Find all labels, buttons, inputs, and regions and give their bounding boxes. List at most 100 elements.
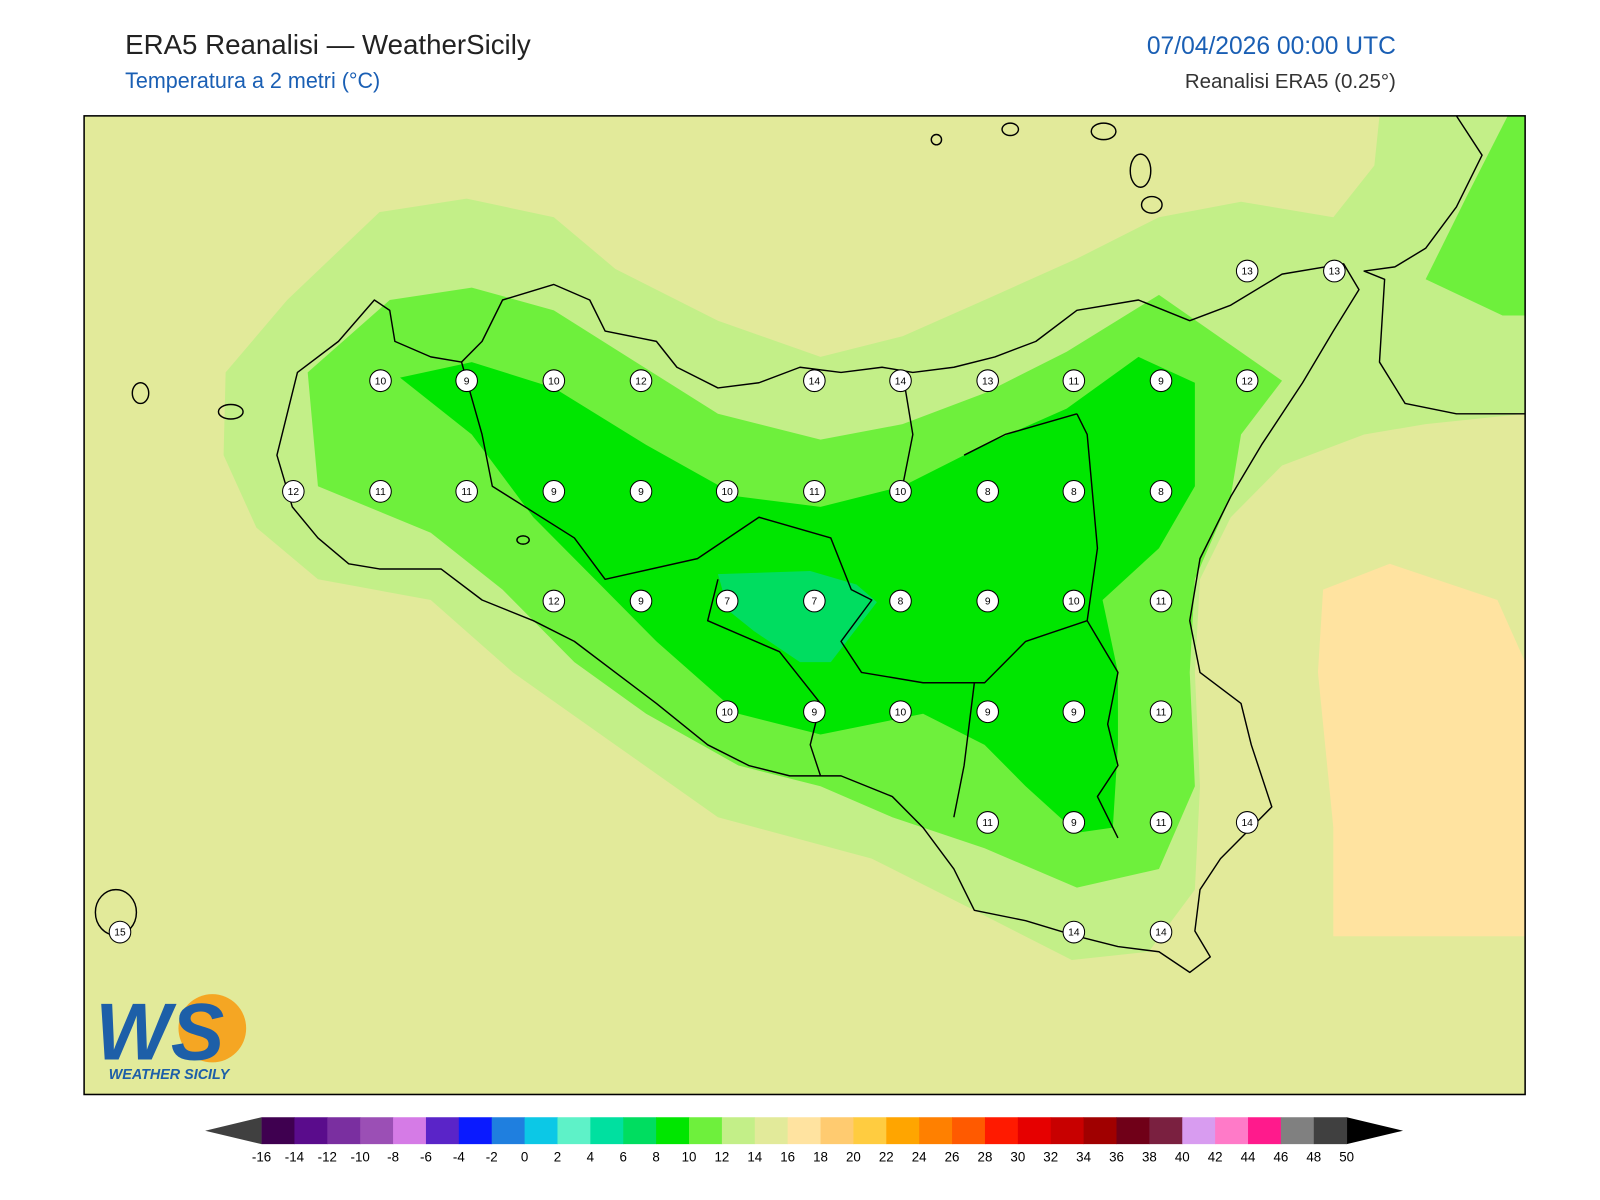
coastline [1363, 115, 1526, 415]
station-marker [369, 480, 392, 503]
colorbar-tick-label: 38 [1142, 1150, 1157, 1165]
station-marker [976, 700, 999, 724]
station-marker [1062, 589, 1086, 613]
colorbar-tick-label: 42 [1208, 1150, 1223, 1165]
colorbar-box [393, 1117, 427, 1145]
colorbar-tick-label: -4 [453, 1150, 465, 1165]
station-marker [803, 480, 826, 503]
station-marker [889, 480, 912, 503]
colorbar-tick-label: 28 [978, 1150, 993, 1165]
colorbar-box [557, 1117, 591, 1145]
colorbar-box [294, 1117, 328, 1145]
colorbar-tick-label: 36 [1109, 1150, 1124, 1165]
island [516, 535, 530, 545]
island [217, 403, 244, 420]
colorbar-box [689, 1117, 723, 1145]
contour-fill [717, 571, 877, 663]
station-marker [1149, 700, 1173, 724]
colorbar-tick-label: 30 [1010, 1150, 1025, 1165]
map-frame [83, 115, 1526, 1096]
station-value: 10 [895, 487, 907, 498]
station-marker [803, 700, 826, 724]
colorbar-box [458, 1117, 493, 1145]
station-value: 14 [1068, 928, 1080, 939]
stations: 13 13 10 9 10 12 14 14 13 11 9 12 12 11 11 9 9 10 11 10 8 8 8 1… [108, 259, 1346, 944]
station-value: 12 [1241, 376, 1253, 387]
colorbar-box [1017, 1117, 1052, 1145]
colorbar-box [787, 1117, 821, 1145]
colorbar: -16 -14 -12 -10 -8 -6 -4 -2 0 2 4 6 8 10 12 14 16 18 20 22 2… [205, 1117, 1404, 1165]
logo-name: WEATHER SICILY [109, 1067, 231, 1083]
station-value: 8 [898, 597, 904, 608]
colorbar-tick-label: 50 [1339, 1150, 1354, 1165]
station-value: 15 [114, 928, 126, 939]
station-marker [889, 369, 912, 393]
station-marker [715, 700, 739, 724]
station-marker [976, 480, 999, 503]
station-marker [1062, 920, 1086, 944]
colorbar-tick-label: 0 [521, 1150, 528, 1165]
colorbar-tick-label: 18 [813, 1150, 828, 1165]
province-border [460, 361, 1119, 839]
station-value: 14 [1155, 928, 1167, 939]
colorbar-box [721, 1117, 756, 1145]
station-value: 11 [375, 487, 386, 498]
station-value: 9 [985, 597, 991, 608]
colorbar-tick-label: -16 [252, 1150, 271, 1165]
colorbar-box [853, 1117, 887, 1145]
station-value: 12 [635, 376, 647, 387]
station-value: 9 [1071, 707, 1077, 718]
station-marker [1062, 700, 1086, 724]
station-value: 11 [1156, 818, 1167, 829]
colorbar-tick-label: -14 [285, 1150, 305, 1165]
station-marker [803, 589, 826, 613]
colorbar-box [590, 1117, 624, 1145]
colorbar-tick-label: 44 [1241, 1150, 1256, 1165]
station-marker [889, 700, 912, 724]
station-marker [976, 369, 999, 393]
map [84, 115, 1526, 1095]
colorbar-box [1182, 1117, 1216, 1145]
station-marker [1149, 369, 1173, 393]
colorbar-tick-label: -6 [420, 1150, 432, 1165]
source: Reanalisi ERA5 (0.25°) [1185, 70, 1396, 93]
station-value: 9 [985, 707, 991, 718]
station-marker [889, 589, 912, 613]
station-value: 11 [461, 487, 472, 498]
station-marker [976, 589, 999, 613]
colorbar-box [327, 1117, 361, 1145]
station-marker [1062, 480, 1086, 503]
island [1129, 153, 1152, 188]
station-value: 14 [1241, 818, 1253, 829]
station-marker [1149, 920, 1173, 944]
colorbar-box [491, 1117, 526, 1145]
colorbar-over [1346, 1117, 1404, 1145]
subtitle: Temperatura a 2 metri (°C) [125, 68, 380, 93]
station-value: 8 [1071, 487, 1077, 498]
station-value: 8 [1158, 487, 1164, 498]
station-marker [715, 480, 739, 503]
station-marker [1062, 811, 1086, 834]
island [1090, 122, 1117, 141]
colorbar-box [1248, 1117, 1282, 1145]
colorbar-box [656, 1117, 690, 1145]
station-value: 10 [375, 376, 387, 387]
colorbar-box [360, 1117, 394, 1145]
station-marker [542, 480, 566, 503]
station-value: 9 [1071, 818, 1077, 829]
station-marker [542, 369, 566, 393]
colorbar-tick-label: 8 [652, 1150, 659, 1165]
station-value: 10 [895, 707, 907, 718]
island [1140, 195, 1163, 214]
colorbar-box [524, 1117, 558, 1145]
station-marker [455, 480, 478, 503]
colorbar-box [754, 1117, 789, 1145]
station-value: 11 [809, 487, 820, 498]
colorbar-box [919, 1117, 953, 1145]
colorbar-tick-label: 26 [945, 1150, 960, 1165]
station-value: 9 [638, 487, 644, 498]
colorbar-tick-label: 4 [587, 1150, 595, 1165]
colorbar-tick-label: 24 [912, 1150, 927, 1165]
colorbar-box [1116, 1117, 1150, 1145]
